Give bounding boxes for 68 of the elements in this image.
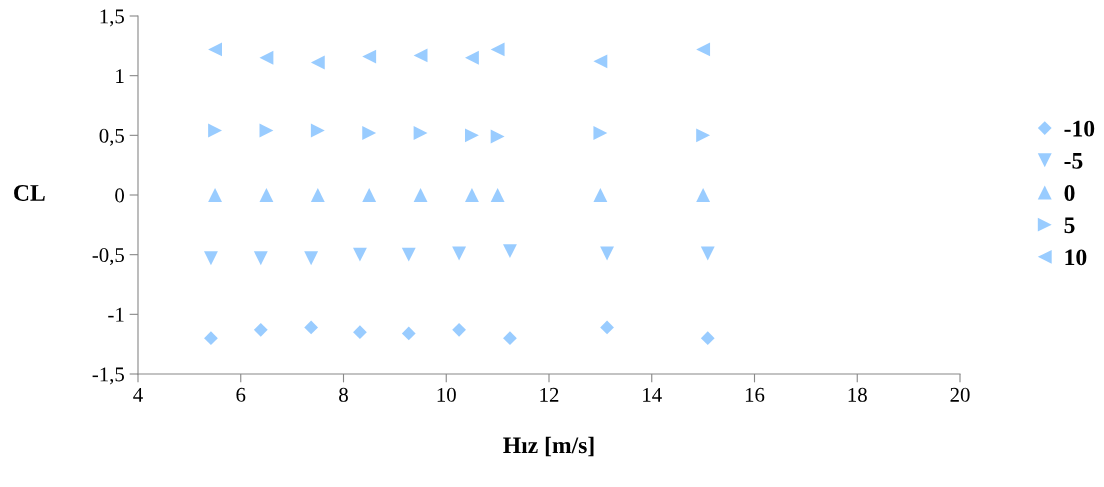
x-axis-title: Hız [m/s] <box>503 436 594 457</box>
point <box>259 50 274 65</box>
point <box>204 251 218 266</box>
y-axis-title: CL <box>14 185 45 201</box>
point <box>600 320 614 335</box>
point <box>490 188 505 202</box>
point <box>464 188 479 202</box>
x-tick-label: 4 <box>133 387 143 402</box>
point <box>490 42 505 57</box>
x-tick-label: 14 <box>643 387 662 402</box>
point <box>490 129 505 144</box>
y-tick-label: -1,5 <box>92 367 124 385</box>
point <box>464 128 479 143</box>
point <box>503 331 517 346</box>
legend-label: -10 <box>1064 120 1095 137</box>
point <box>208 42 223 57</box>
x-tick-label: 8 <box>339 387 348 402</box>
point <box>310 123 325 138</box>
point <box>353 325 367 340</box>
legend-label: 5 <box>1064 217 1075 234</box>
point <box>401 326 416 341</box>
point <box>413 48 428 63</box>
point <box>401 247 416 262</box>
point <box>593 54 608 69</box>
point <box>413 126 428 140</box>
y-tick-label: 0,5 <box>99 128 124 146</box>
point <box>362 126 377 140</box>
point <box>259 188 274 202</box>
point <box>452 246 467 261</box>
point <box>696 42 711 57</box>
point <box>700 246 715 261</box>
point <box>696 188 711 202</box>
point <box>464 50 479 65</box>
x-tick-label: 18 <box>848 387 867 402</box>
point <box>310 55 325 70</box>
point <box>204 331 218 346</box>
point <box>310 188 325 202</box>
y-tick-label: -1 <box>108 307 124 322</box>
point <box>304 320 319 335</box>
point <box>304 251 319 266</box>
y-tick-label: 0 <box>115 188 125 203</box>
legend-label: 10 <box>1065 249 1087 266</box>
x-tick-label: 16 <box>745 387 765 402</box>
point <box>696 128 711 143</box>
point <box>208 188 223 202</box>
point <box>593 126 608 140</box>
point <box>593 188 608 202</box>
point <box>362 188 377 202</box>
x-tick-label: 20 <box>950 387 970 402</box>
point <box>253 322 268 337</box>
point <box>503 244 517 259</box>
legend-label: -5 <box>1064 153 1083 169</box>
x-tick-label: 6 <box>236 387 246 402</box>
point <box>600 246 614 261</box>
y-tick-label: -0,5 <box>92 248 124 266</box>
y-tick-label: 1,5 <box>100 9 124 27</box>
point <box>253 251 268 266</box>
point <box>208 123 223 138</box>
point <box>362 49 377 64</box>
point <box>452 322 466 337</box>
legend-label: 0 <box>1064 185 1075 201</box>
x-tick-label: 12 <box>540 387 559 402</box>
point <box>700 331 715 346</box>
point <box>259 123 274 138</box>
point <box>353 247 367 262</box>
x-tick-label: 10 <box>437 387 456 402</box>
y-tick-label: 1 <box>116 69 124 83</box>
point <box>413 188 428 202</box>
